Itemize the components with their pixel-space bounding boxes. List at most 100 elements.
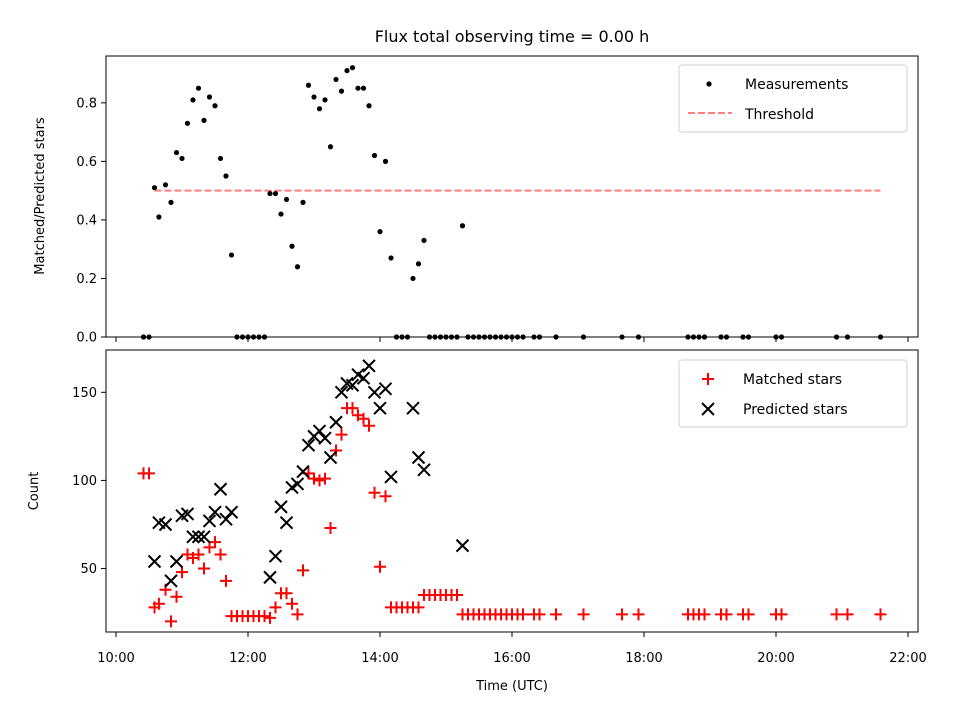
bottom-x-tick-label: 18:00 [625,651,662,666]
predicted-star-point [279,516,294,530]
predicted-star-point [191,530,206,544]
top-y-tick-label: 0.4 [76,213,97,228]
predicted-star-point [411,450,426,465]
measurement-point [168,199,174,205]
matched-star-point [632,608,645,621]
measurement-point [201,117,207,123]
measurement-point [179,155,185,162]
measurement-point [322,97,328,103]
matched-star-point [374,560,386,573]
predicted-star-point [274,500,288,514]
predicted-star-point [312,424,327,438]
predicted-star-point [208,505,222,519]
bottom-x-tick-label: 20:00 [757,651,794,666]
measurement-point [316,106,323,112]
matched-star-point [742,608,755,621]
matched-star-point [830,608,843,621]
predicted-star-point [323,450,338,465]
matched-star-point [368,486,381,499]
matched-star-point [297,564,309,577]
predicted-star-point [263,570,277,585]
bottom-y-axis-label: Count [27,472,42,511]
bottom-y-tick-label: 100 [72,474,97,489]
measurement-point [327,144,334,150]
matched-star-point [198,562,210,575]
predicted-star-point [164,574,178,588]
predicted-star-point [406,401,420,415]
matched-star-point [324,522,337,535]
matched-star-point [214,548,227,561]
measurement-point [311,94,317,100]
matched-star-point [451,588,463,601]
predicted-star-point [290,477,305,491]
matched-star-point [170,590,183,603]
measurement-point [289,243,295,249]
predicted-star-point [384,470,398,484]
measurement-point [377,229,383,235]
matched-star-point [577,608,590,621]
matched-star-point [346,402,359,415]
matched-star-point [841,608,854,621]
predicted-star-point [268,549,283,563]
matched-star-point [258,610,271,623]
top-y-axis: 0.0 0.2 0.4 0.6 0.8 [76,96,106,346]
matched-star-point [533,608,546,621]
measurement-point [195,85,202,91]
predicted-star-point [147,554,162,569]
predicted-star-point [417,463,431,477]
matched-star-point [192,548,205,561]
bottom-x-tick-label: 16:00 [493,651,530,666]
predicted-star-point [373,401,387,415]
matched-star-point [176,566,188,579]
predicted-star-point [197,530,211,544]
matched-star-point [165,615,177,628]
matched-star-point [550,608,562,621]
legend-measurements-marker [706,81,712,87]
top-panel-title: Flux total observing time = 0.00 h [375,27,650,46]
matched-star-point [357,412,370,425]
matched-star-point [616,608,628,621]
measurement-point [278,211,284,217]
matched-star-point [313,474,326,487]
measurement-point [300,199,306,205]
top-y-tick-label: 0.6 [76,155,97,170]
measurement-point [360,85,367,91]
predicted-star-point [158,517,173,532]
matched-star-point [269,601,282,614]
predicted-star-point [296,464,310,479]
bottom-legend: Matched stars Predicted stars [678,359,908,428]
top-x-axis-ticks [115,337,909,342]
measurement-point [382,158,389,164]
measurement-point [421,237,427,244]
legend-matched-label: Matched stars [743,372,842,388]
measurement-point [294,264,301,270]
measurement-point [349,65,356,71]
predicted-star-point [180,507,195,521]
matched-star-point [379,490,392,503]
top-y-axis-label: Matched/Predicted stars [33,117,48,275]
measurement-point [206,94,213,100]
measurement-point [371,152,378,159]
legend-matched-marker [702,373,714,385]
predicted-star-point [318,431,332,445]
measurement-point [305,82,312,88]
matched-star-point [517,608,529,621]
matched-star-point [363,419,375,432]
predicted-star-point [367,385,382,400]
predicted-star-point [186,530,200,544]
measurement-point [338,88,345,94]
measurement-point [184,120,191,126]
measurement-point [388,255,394,261]
measurement-point [267,190,273,197]
measurement-point [333,76,339,83]
predicted-star-point [356,371,371,385]
predicted-star-point [219,512,233,526]
measurement-point [190,97,196,103]
measurement-point [223,173,229,179]
predicted-star-point [213,482,228,496]
matched-star-point [286,597,298,610]
matched-star-point [280,587,293,600]
measurement-point [272,190,279,197]
bottom-x-tick-label: 22:00 [889,651,926,666]
